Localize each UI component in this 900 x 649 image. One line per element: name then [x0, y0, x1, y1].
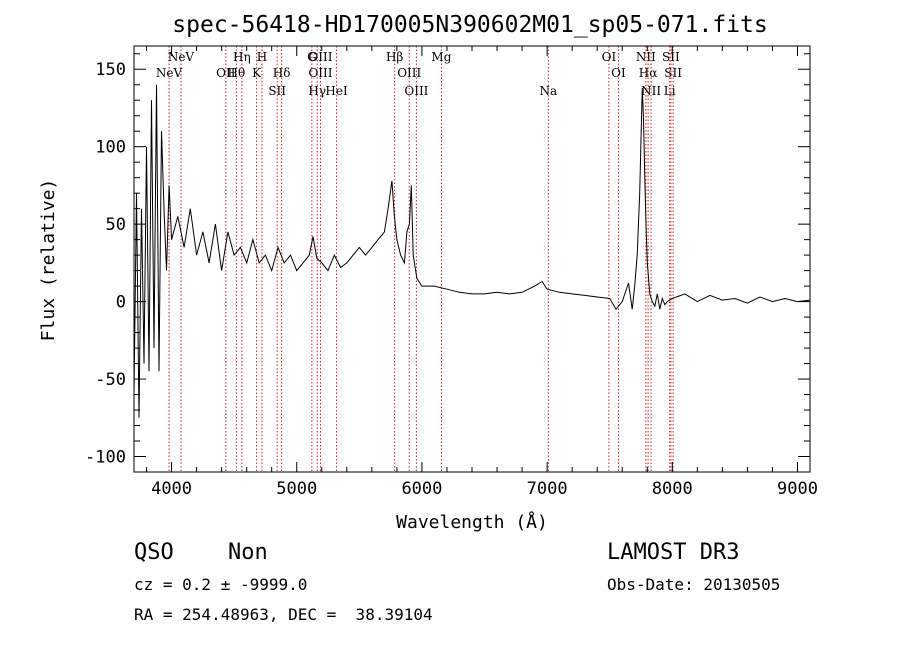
- line-label-6: H: [257, 50, 267, 64]
- line-label-10: SII: [268, 84, 286, 98]
- line-label-24: SII: [662, 50, 680, 64]
- spectrum-line: [133, 84, 811, 418]
- x-axis-ticks: 4000 5000 6000 7000 8000 9000: [146, 46, 818, 499]
- line-label-20: OI: [611, 66, 626, 80]
- line-label-4: Hη: [233, 50, 251, 64]
- survey-name: LAMOST DR3: [607, 540, 740, 565]
- x-tick-label-1: 5000: [276, 479, 317, 499]
- object-class: QSO: [134, 540, 174, 565]
- line-label-3: OIII: [308, 50, 332, 64]
- observation-date: Obs-Date: 20130505: [607, 575, 781, 594]
- line-label-17: Mg: [431, 50, 451, 64]
- line-label-0: NeV: [156, 66, 183, 80]
- x-tick-label-3: 7000: [527, 479, 568, 499]
- line-label-13: Hγ: [308, 84, 326, 98]
- y-tick-label-2: 0: [116, 293, 126, 313]
- y-axis-label: Flux (relative): [38, 179, 59, 342]
- line-label-1: NeV: [168, 50, 195, 64]
- y-tick-label-4: 100: [95, 138, 126, 158]
- x-tick-label-4: 8000: [652, 479, 693, 499]
- chart-title: spec-56418-HD170005N390602M01_sp05-071.f…: [172, 12, 767, 38]
- line-label-18: Na: [540, 84, 558, 98]
- line-label-26: Li: [664, 84, 676, 98]
- y-tick-label-3: 50: [106, 215, 126, 235]
- y-tick-label-5: 150: [95, 60, 126, 80]
- line-label-14: Hβ: [386, 50, 403, 64]
- coordinates-text: RA = 254.48963, DEC = 38.39104: [134, 605, 433, 624]
- line-label-8: HeI: [325, 84, 348, 98]
- line-label-19: OI: [602, 50, 617, 64]
- line-label-21: NII: [636, 50, 656, 64]
- x-tick-label-5: 9000: [777, 479, 818, 499]
- y-tick-label-0: -100: [85, 448, 126, 468]
- line-label-22: Hα: [639, 66, 658, 80]
- redshift-text: cz = 0.2 ± -9999.0: [134, 575, 308, 594]
- line-label-2: OII: [216, 66, 236, 80]
- y-axis-ticks: -100 -50 0 50 100 150: [85, 53, 810, 468]
- emission-line-markers: [168, 46, 674, 472]
- y-tick-label-1: -50: [95, 370, 126, 390]
- line-label-9: Hδ: [273, 66, 291, 80]
- x-tick-label-0: 4000: [151, 479, 192, 499]
- line-label-23: NII: [641, 84, 661, 98]
- object-subclass: Non: [228, 540, 268, 565]
- x-tick-label-2: 6000: [401, 479, 442, 499]
- line-label-11: G: [307, 50, 317, 64]
- line-label-12: OIII: [308, 66, 332, 80]
- plot-frame: [133, 45, 811, 473]
- line-label-7: K: [252, 66, 262, 80]
- line-label-25: SII: [664, 66, 682, 80]
- x-axis-label: Wavelength (Å): [396, 511, 548, 533]
- line-label-15: OIII: [397, 66, 421, 80]
- emission-line-labels: NeVNeVOIIOIIIHηHθHKHeIHδSIIGOIIIHγHβOIII…: [156, 50, 682, 98]
- line-label-5: Hθ: [228, 66, 246, 80]
- line-label-16: OIII: [404, 84, 428, 98]
